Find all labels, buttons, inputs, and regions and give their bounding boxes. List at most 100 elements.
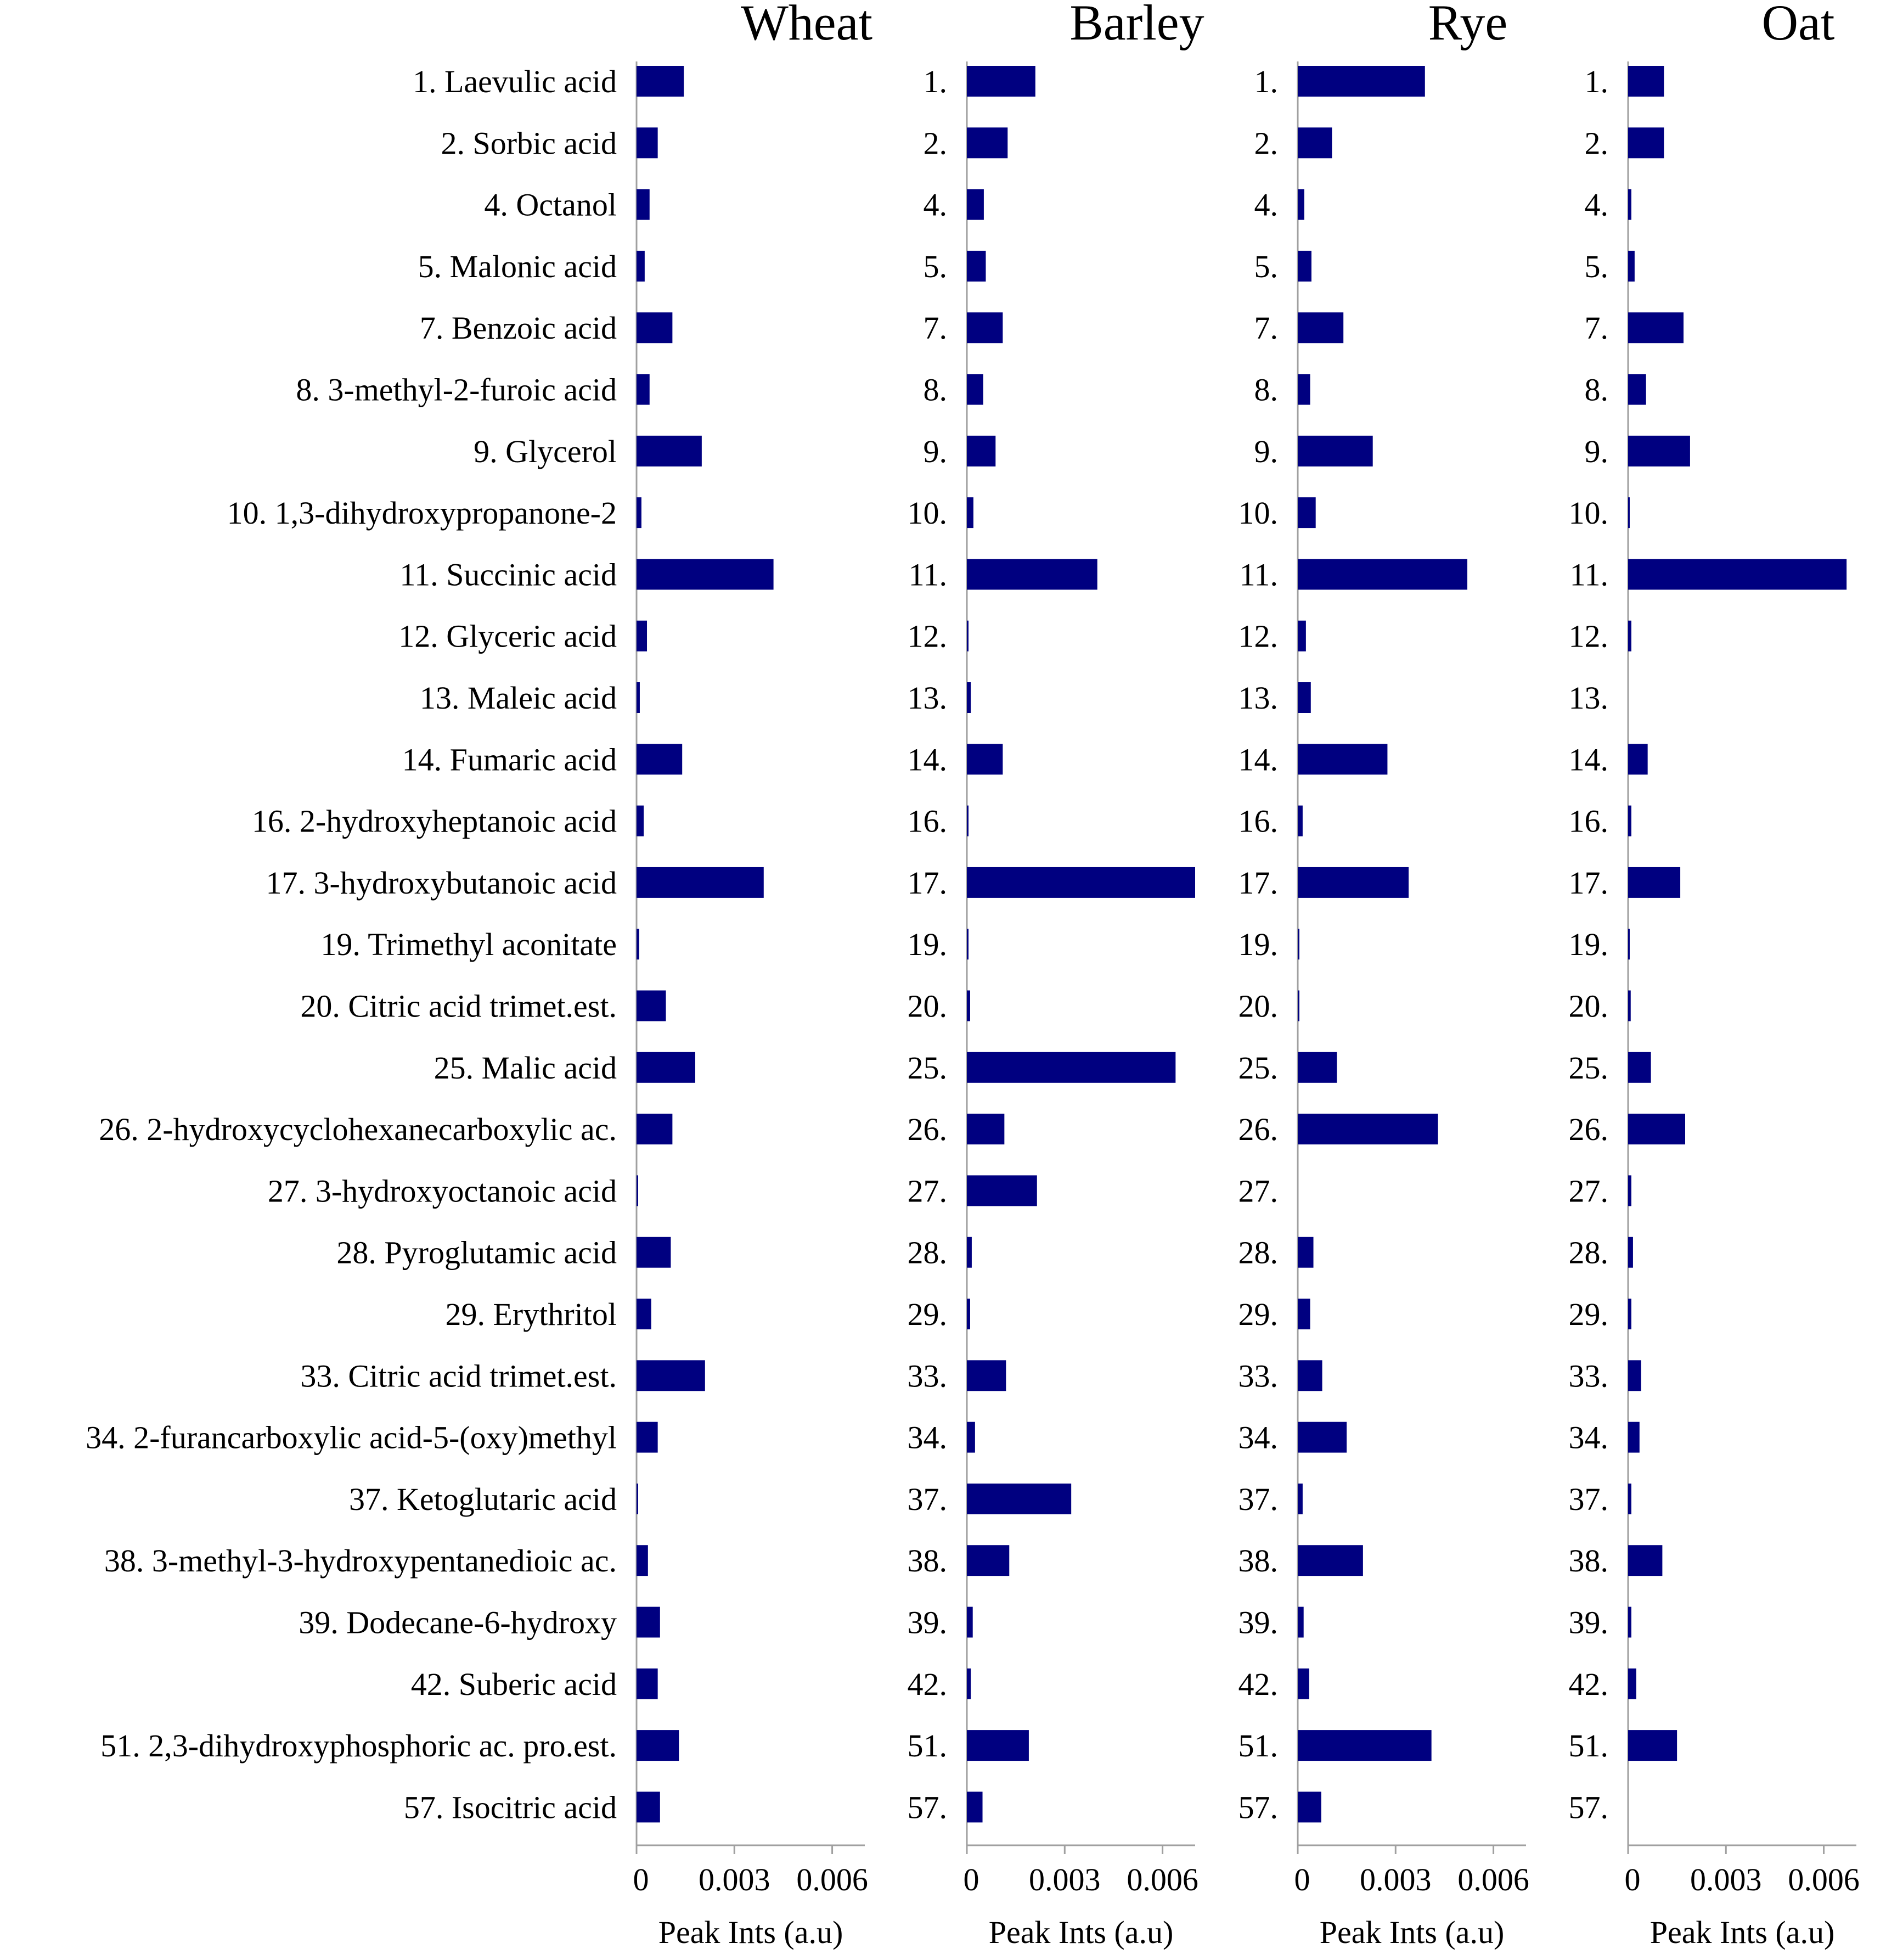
x-tick-label: 0.006 xyxy=(1788,1862,1860,1897)
bar xyxy=(637,1607,660,1638)
x-tick-label: 0 xyxy=(1625,1862,1641,1897)
category-short-label: 42. xyxy=(908,1666,948,1702)
category-label: 57. Isocitric acid xyxy=(404,1789,617,1825)
bar xyxy=(637,929,639,960)
bar xyxy=(1628,1052,1651,1083)
category-short-label: 5. xyxy=(1254,249,1279,284)
category-short-label: 7. xyxy=(1585,310,1609,346)
x-tick-label: 0.003 xyxy=(1360,1862,1432,1897)
category-short-label: 2. xyxy=(1585,125,1609,161)
category-label: 12. Glyceric acid xyxy=(398,619,617,654)
category-short-label: 1. xyxy=(1254,64,1279,99)
bar xyxy=(967,990,970,1021)
bar xyxy=(637,435,702,467)
category-label: 10. 1,3-dihydroxypropanone-2 xyxy=(227,495,617,531)
bar xyxy=(1628,250,1635,282)
bar xyxy=(967,1607,973,1638)
bar xyxy=(637,1114,673,1145)
bar xyxy=(967,435,996,467)
bar xyxy=(1628,620,1631,652)
x-tick-label: 0.006 xyxy=(796,1862,868,1897)
category-short-label: 9. xyxy=(1254,434,1279,469)
category-label: 16. 2-hydroxyheptanoic acid xyxy=(252,804,617,839)
bar xyxy=(967,867,1195,898)
x-tick-label: 0 xyxy=(1294,1862,1310,1897)
bar xyxy=(1298,435,1373,467)
panel-oat: Oat 0 0.003 0.006 Peak Ints (a.u) 1. 2. 4. 5. 7. 8… xyxy=(1569,0,1860,1950)
bar xyxy=(1628,1730,1677,1761)
category-short-label: 9. xyxy=(924,434,948,469)
category-short-label: 29. xyxy=(908,1296,948,1332)
category-short-label: 25. xyxy=(908,1050,948,1086)
bar xyxy=(1298,1668,1309,1699)
category-label: 37. Ketoglutaric acid xyxy=(349,1481,617,1517)
bar xyxy=(1628,1422,1640,1453)
category-short-label: 13. xyxy=(1238,680,1279,716)
category-short-label: 13. xyxy=(1569,680,1609,716)
category-label: 4. Octanol xyxy=(484,187,617,223)
category-short-label: 27. xyxy=(1569,1173,1609,1209)
bar xyxy=(637,1237,671,1268)
bar xyxy=(967,1483,1072,1514)
bar xyxy=(967,1299,970,1329)
bar xyxy=(637,497,641,529)
category-label: 33. Citric acid trimet.est. xyxy=(300,1358,617,1394)
bar xyxy=(1628,1360,1641,1391)
category-short-label: 39. xyxy=(1569,1605,1609,1641)
bar xyxy=(1628,189,1631,220)
category-short-label: 10. xyxy=(1569,495,1609,531)
category-short-label: 39. xyxy=(908,1605,948,1641)
bar xyxy=(637,1483,638,1514)
bar xyxy=(967,744,1003,775)
bar xyxy=(1298,1545,1363,1576)
bar xyxy=(967,374,983,405)
category-short-label: 11. xyxy=(1570,557,1608,592)
bar xyxy=(637,1422,658,1453)
category-short-label: 8. xyxy=(924,372,948,408)
category-label: 51. 2,3-dihydroxyphosphoric ac. pro.est. xyxy=(100,1728,617,1764)
bar xyxy=(637,1175,638,1206)
bar xyxy=(967,66,1035,97)
bar xyxy=(967,1791,983,1823)
bar xyxy=(1628,66,1664,97)
bar xyxy=(1628,1175,1631,1206)
bar xyxy=(1298,682,1311,713)
category-short-label: 25. xyxy=(1238,1050,1279,1086)
panel-title: Oat xyxy=(1762,0,1835,50)
category-label: 27. 3-hydroxyoctanoic acid xyxy=(268,1173,617,1209)
category-short-label: 9. xyxy=(1585,434,1609,469)
bar xyxy=(1298,1730,1432,1761)
category-short-label: 51. xyxy=(1238,1728,1279,1764)
category-short-label: 34. xyxy=(1238,1420,1279,1456)
bar xyxy=(1628,929,1630,960)
category-label: 13. Maleic acid xyxy=(420,680,617,716)
category-short-label: 2. xyxy=(924,125,948,161)
category-short-label: 28. xyxy=(908,1235,948,1271)
bar xyxy=(637,1545,648,1576)
bar xyxy=(1298,929,1299,960)
x-axis-title: Peak Ints (a.u) xyxy=(658,1914,843,1950)
bar xyxy=(1628,497,1630,529)
bar xyxy=(637,1668,658,1699)
category-label: 1. Laevulic acid xyxy=(413,64,617,99)
category-label: 5. Malonic acid xyxy=(418,249,617,284)
bar xyxy=(1298,1791,1321,1823)
x-tick-label: 0.006 xyxy=(1127,1862,1198,1897)
bar xyxy=(637,559,774,590)
bar xyxy=(967,682,971,713)
bar xyxy=(1628,1114,1685,1145)
bar xyxy=(967,127,1008,159)
category-short-label: 12. xyxy=(1238,619,1279,654)
x-tick-label: 0.003 xyxy=(1690,1862,1762,1897)
category-short-label: 11. xyxy=(1240,557,1278,592)
category-short-label: 27. xyxy=(1238,1173,1279,1209)
panel-rye: Rye 0 0.003 0.006 Peak Ints (a.u) 1. 2. 4. 5. 7. 8… xyxy=(1238,0,1529,1950)
category-short-label: 26. xyxy=(1569,1111,1609,1147)
category-short-label: 16. xyxy=(908,804,948,839)
bar xyxy=(637,620,648,652)
x-axis-title: Peak Ints (a.u) xyxy=(1320,1914,1505,1950)
bar xyxy=(967,1114,1005,1145)
bar xyxy=(1628,1237,1633,1268)
x-tick-label: 0.003 xyxy=(1029,1862,1101,1897)
